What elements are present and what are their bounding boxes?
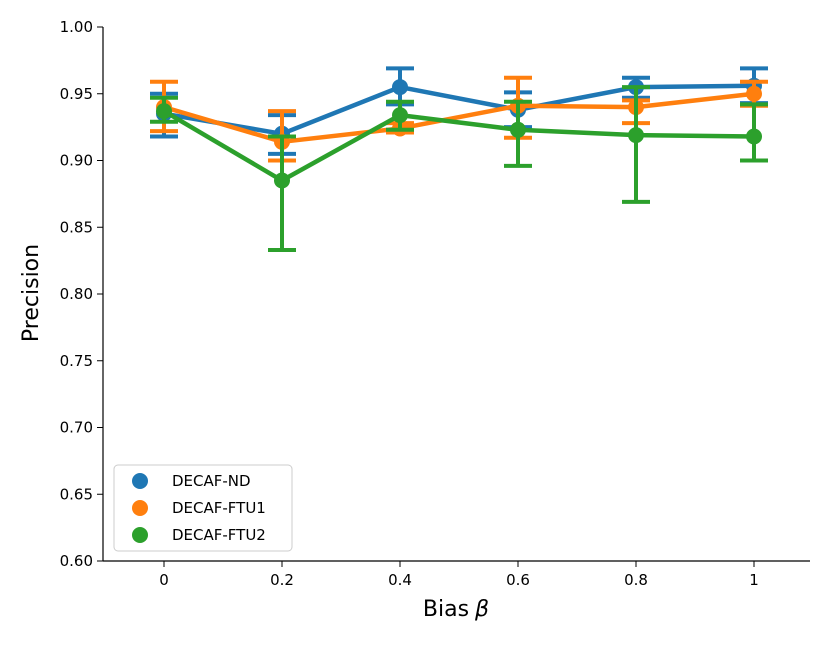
x-tick-label: 0.2 bbox=[270, 571, 294, 589]
legend-box bbox=[113, 464, 293, 552]
legend-marker bbox=[132, 473, 148, 489]
legend-label: DECAF-FTU2 bbox=[172, 526, 266, 544]
y-tick-label: 0.70 bbox=[60, 419, 93, 437]
data-point bbox=[156, 103, 172, 120]
data-point bbox=[392, 79, 408, 96]
data-point bbox=[274, 172, 290, 189]
x-axis-title-symbol: β bbox=[474, 597, 489, 622]
y-tick-label: 0.60 bbox=[60, 552, 93, 570]
series-decaf-nd bbox=[150, 66, 768, 156]
y-tick-label: 0.90 bbox=[60, 152, 93, 170]
data-point bbox=[746, 85, 762, 102]
series-line bbox=[163, 91, 755, 145]
y-tick-label: 0.80 bbox=[60, 285, 93, 303]
x-tick-label: 0.4 bbox=[388, 571, 412, 589]
data-point bbox=[628, 127, 644, 144]
y-tick-label: 0.95 bbox=[60, 85, 93, 103]
x-tick-label: 0.8 bbox=[624, 571, 648, 589]
series-line bbox=[163, 83, 755, 137]
y-tick-label: 0.85 bbox=[60, 218, 93, 236]
series-decaf-ftu2 bbox=[150, 85, 768, 252]
y-tick-label: 0.75 bbox=[60, 352, 93, 370]
x-axis-title-text: Bias bbox=[423, 597, 469, 622]
series-decaf-ftu1 bbox=[150, 75, 768, 163]
axes: 0.60 0.65 0.70 0.75 0.80 0.85 0.90 0.95 1.00 0 0.2… bbox=[60, 18, 810, 589]
data-point bbox=[510, 121, 526, 138]
y-tick-label: 1.00 bbox=[60, 18, 93, 36]
legend: DECAF-ND DECAF-FTU1 DECAF-FTU2 bbox=[113, 464, 293, 552]
x-tick-label: 0.6 bbox=[506, 571, 530, 589]
legend-marker bbox=[132, 527, 148, 543]
y-axis-title: Precision bbox=[19, 244, 44, 342]
legend-marker bbox=[132, 500, 148, 516]
y-tick-label: 0.65 bbox=[60, 485, 93, 503]
data-point bbox=[392, 107, 408, 124]
data-point bbox=[746, 128, 762, 145]
x-tick-label: 1 bbox=[749, 571, 759, 589]
legend-label: DECAF-ND bbox=[172, 472, 251, 490]
legend-label: DECAF-FTU1 bbox=[172, 499, 266, 517]
x-tick-label: 0 bbox=[159, 571, 169, 589]
x-axis-title: Bias β bbox=[423, 597, 489, 622]
series-line bbox=[162, 109, 755, 183]
plot-area bbox=[150, 66, 768, 252]
